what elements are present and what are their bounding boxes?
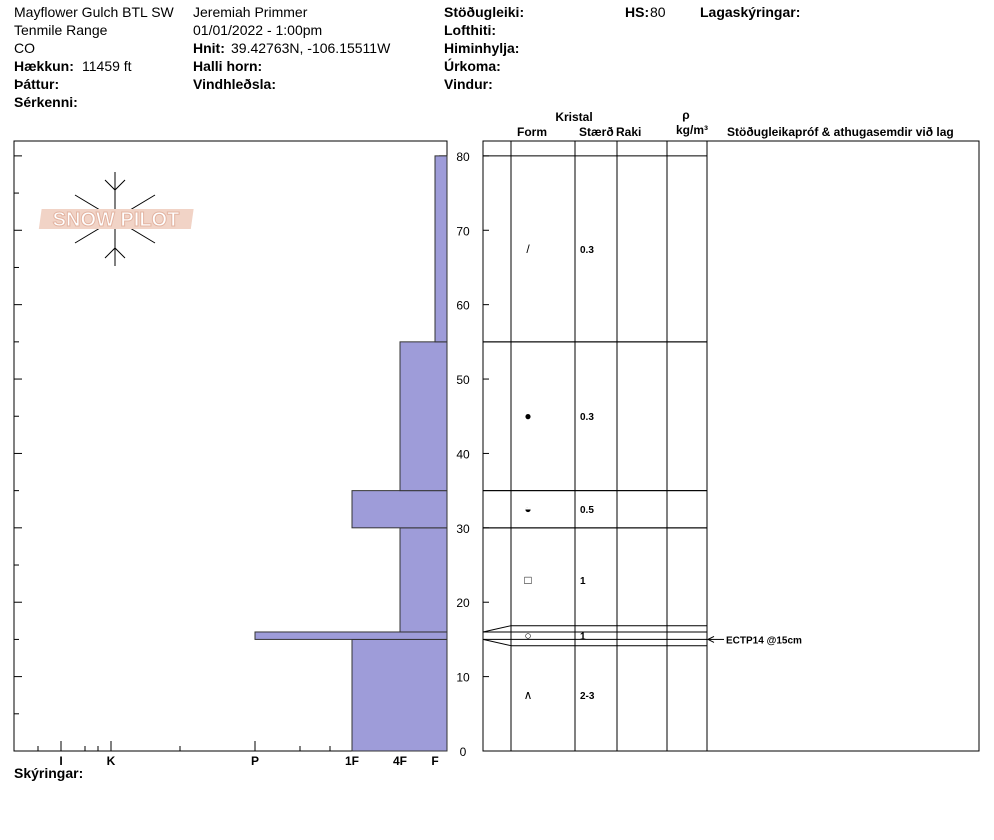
y-tick-label: 20 — [456, 596, 470, 610]
logo-text: SNOW PILOT — [53, 209, 180, 231]
hs-value: 80 — [650, 4, 666, 20]
hardness-bar — [254, 631, 448, 640]
wind-loading-label: Vindhleðsla: — [193, 76, 276, 92]
air-temp-label: Lofthiti: — [444, 22, 496, 38]
precip-label: Úrkoma: — [444, 57, 501, 74]
range: Tenmile Range — [14, 22, 108, 38]
aspect-label: Þáttur: — [14, 76, 59, 92]
sky-label: Himinhylja: — [444, 40, 519, 56]
grain-form: / — [526, 242, 530, 256]
notes-label: Skýringar: — [14, 765, 83, 781]
test-label: ECTP14 @15cm — [726, 635, 802, 646]
logo-band — [38, 209, 194, 229]
elevation-label: Hækkun: — [14, 58, 74, 74]
observer: Jeremiah Primmer — [193, 4, 308, 20]
y-tick-label: 50 — [456, 373, 470, 387]
col-size: Stærð — [579, 125, 614, 139]
x-tick-label: I — [59, 754, 62, 768]
grain-size: 0.5 — [580, 505, 594, 516]
col-form: Form — [517, 125, 547, 139]
grain-size: 1 — [580, 576, 586, 587]
grain-form: ● — [524, 409, 531, 423]
x-tick-label: 4F — [393, 754, 407, 768]
layer-table-frame — [482, 140, 980, 752]
grain-form: ∧ — [524, 688, 533, 702]
slope-label: Halli horn: — [193, 58, 262, 74]
col-moisture: Raki — [616, 125, 641, 139]
x-tick-label: P — [251, 754, 259, 768]
col-crystal: Kristal — [555, 110, 592, 124]
y-tick-label: 70 — [456, 224, 470, 238]
grain-size: 2-3 — [580, 691, 595, 702]
y-tick-label: 80 — [456, 150, 470, 164]
hardness-bar — [399, 527, 448, 633]
layer-notes-label: Lagaskýringar: — [700, 4, 800, 20]
layer-connector — [482, 625, 512, 633]
x-tick-label: 1F — [345, 754, 359, 768]
hardness-bar — [434, 155, 448, 343]
elevation-value: 11459 ft — [82, 58, 132, 74]
site: Mayflower Gulch BTL SW — [14, 4, 175, 20]
x-tick-label: F — [431, 754, 438, 768]
grain-form: □ — [524, 573, 531, 587]
col-rho: ρ — [682, 108, 689, 122]
y-tick-label: 60 — [456, 299, 470, 313]
datetime: 01/01/2022 - 1:00pm — [193, 22, 322, 38]
y-tick-label: 30 — [456, 522, 470, 536]
hs-label: HS: — [625, 4, 649, 20]
col-tests: Stöðugleikapróf & athugasemdir við lag — [727, 125, 954, 139]
wind-label: Vindur: — [444, 76, 493, 92]
features-label: Sérkenni: — [14, 94, 78, 110]
table-columns — [510, 141, 708, 751]
hardness-bar — [399, 341, 448, 492]
layer-connector — [482, 638, 512, 647]
y-tick-label: 10 — [456, 671, 470, 685]
test-arrowhead — [706, 635, 715, 643]
hardness-bar — [351, 638, 448, 752]
grain-size: 1 — [580, 632, 586, 643]
stability-label: Stöðugleiki: — [444, 4, 524, 20]
hardness-bar — [351, 490, 448, 529]
coords-value: 39.42763N, -106.15511W — [231, 40, 391, 56]
grain-size: 0.3 — [580, 245, 594, 256]
state: CO — [14, 40, 35, 56]
col-density-unit: kg/m³ — [676, 123, 708, 137]
coords-label: Hnit: — [193, 40, 225, 56]
x-tick-label: K — [107, 754, 116, 768]
grain-size: 0.3 — [580, 412, 594, 423]
grain-form: ◒ — [524, 502, 531, 516]
y-tick-label: 40 — [456, 447, 470, 461]
y-tick-label: 0 — [460, 745, 467, 759]
grain-form: ○ — [524, 629, 531, 643]
